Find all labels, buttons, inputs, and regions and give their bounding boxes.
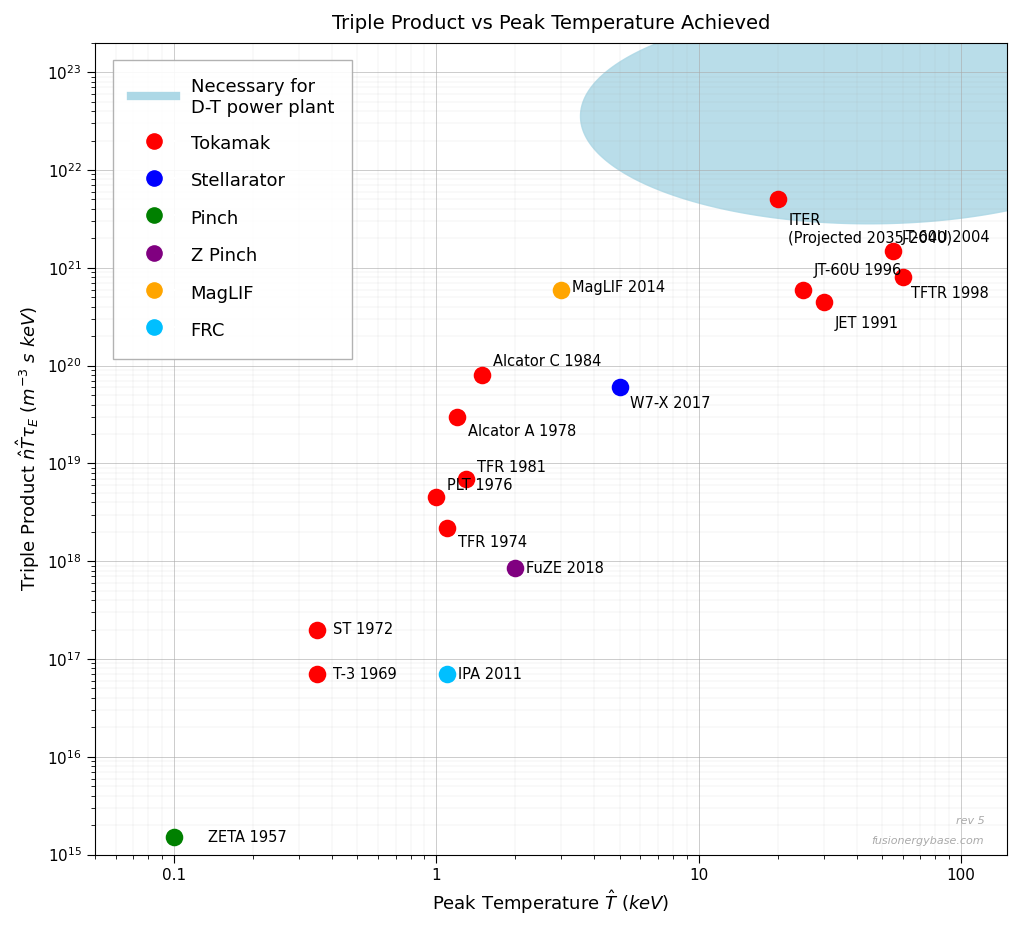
Point xyxy=(553,282,570,297)
Text: TFR 1981: TFR 1981 xyxy=(477,459,546,474)
Text: IPA 2011: IPA 2011 xyxy=(458,667,522,682)
Point xyxy=(474,367,490,382)
Point xyxy=(507,561,524,576)
Legend: Necessary for
D-T power plant, Tokamak, Stellarator, Pinch, Z Pinch, MagLIF, FRC: Necessary for D-T power plant, Tokamak, … xyxy=(113,60,352,359)
Point xyxy=(308,622,325,637)
Text: ST 1972: ST 1972 xyxy=(333,622,393,637)
Point xyxy=(428,490,444,505)
Text: PLT 1976: PLT 1976 xyxy=(447,478,513,493)
Text: Alcator C 1984: Alcator C 1984 xyxy=(493,354,601,369)
Text: TFR 1974: TFR 1974 xyxy=(458,535,527,550)
Text: ITER
(Projected 2035-2040): ITER (Projected 2035-2040) xyxy=(788,213,953,246)
Text: FuZE 2018: FuZE 2018 xyxy=(526,561,603,576)
Point xyxy=(612,379,628,394)
Point xyxy=(794,282,811,297)
Text: rev 5: rev 5 xyxy=(956,817,984,826)
Point xyxy=(770,192,786,206)
Text: TFTR 1998: TFTR 1998 xyxy=(912,286,989,300)
Point xyxy=(449,409,466,424)
Text: W7-X 2017: W7-X 2017 xyxy=(630,396,711,411)
Point xyxy=(165,830,182,844)
Polygon shape xyxy=(581,8,1021,224)
Point xyxy=(308,667,325,682)
Point xyxy=(458,472,475,486)
Text: ZETA 1957: ZETA 1957 xyxy=(208,830,287,844)
Point xyxy=(439,520,455,535)
Title: Triple Product vs Peak Temperature Achieved: Triple Product vs Peak Temperature Achie… xyxy=(332,14,770,33)
Point xyxy=(884,243,901,258)
Point xyxy=(894,270,911,285)
X-axis label: Peak Temperature $\hat{T}$ $(keV)$: Peak Temperature $\hat{T}$ $(keV)$ xyxy=(432,888,670,916)
Y-axis label: Triple Product $\hat{n}\hat{T}\tau_E$ $(m^{-3}$ $s$ $keV)$: Triple Product $\hat{n}\hat{T}\tau_E$ $(… xyxy=(14,306,42,591)
Text: JT-60U 1996: JT-60U 1996 xyxy=(814,263,903,278)
Point xyxy=(439,667,455,682)
Text: JT-60U 2004: JT-60U 2004 xyxy=(902,230,990,245)
Text: T-3 1969: T-3 1969 xyxy=(333,667,396,682)
Text: fusionergybase.com: fusionergybase.com xyxy=(872,836,984,846)
Point xyxy=(816,294,832,309)
Text: Alcator A 1978: Alcator A 1978 xyxy=(468,424,576,439)
Text: MagLIF 2014: MagLIF 2014 xyxy=(572,280,666,295)
Text: JET 1991: JET 1991 xyxy=(834,315,898,331)
